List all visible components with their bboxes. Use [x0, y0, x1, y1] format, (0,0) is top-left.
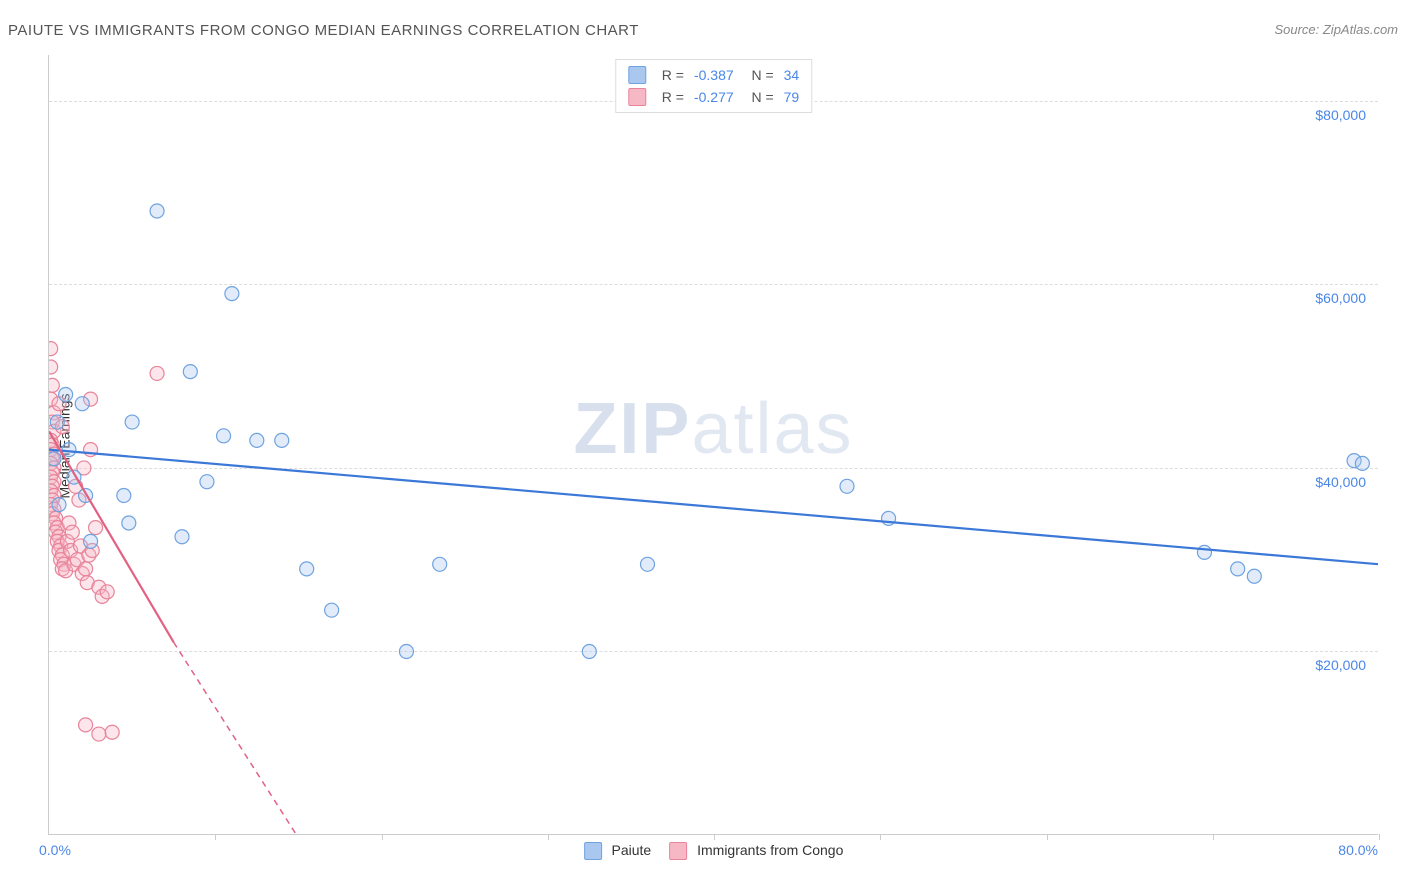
data-point	[49, 452, 61, 466]
data-point	[250, 433, 264, 447]
data-point	[79, 718, 93, 732]
xtick	[1379, 834, 1380, 840]
xtick	[215, 834, 216, 840]
data-point	[1231, 562, 1245, 576]
swatch-paiute-icon	[628, 66, 646, 84]
data-point	[52, 498, 66, 512]
data-point	[89, 521, 103, 535]
source-label: Source: ZipAtlas.com	[1274, 22, 1398, 37]
swatch-congo-icon	[628, 88, 646, 106]
xtick	[382, 834, 383, 840]
xtick	[548, 834, 549, 840]
data-point	[225, 287, 239, 301]
trend-line-paiute	[49, 450, 1378, 565]
stats-legend: R =-0.387 N =34 R =-0.277 N =79	[615, 59, 812, 113]
data-point	[200, 475, 214, 489]
data-point	[1197, 545, 1211, 559]
data-point	[1355, 456, 1369, 470]
data-point	[49, 378, 59, 392]
chart-svg	[49, 55, 1378, 834]
xtick	[880, 834, 881, 840]
data-point	[325, 603, 339, 617]
legend-bottom: Paiute Immigrants from Congo	[584, 842, 844, 860]
plot-area: ZIPatlas R =-0.387 N =34 R =-0.277 N =79…	[48, 55, 1378, 835]
data-point	[79, 562, 93, 576]
data-point	[399, 644, 413, 658]
data-point	[300, 562, 314, 576]
data-point	[217, 429, 231, 443]
data-point	[125, 415, 139, 429]
swatch-paiute-icon	[584, 842, 602, 860]
data-point	[100, 585, 114, 599]
data-point	[105, 725, 119, 739]
xtick	[714, 834, 715, 840]
data-point	[65, 525, 79, 539]
data-point	[1247, 569, 1261, 583]
data-point	[49, 342, 58, 356]
data-point	[175, 530, 189, 544]
data-point	[62, 443, 76, 457]
data-point	[117, 488, 131, 502]
x-min-label: 0.0%	[39, 842, 71, 858]
data-point	[433, 557, 447, 571]
legend-item-congo: Immigrants from Congo	[669, 842, 843, 860]
chart-title: PAIUTE VS IMMIGRANTS FROM CONGO MEDIAN E…	[8, 22, 639, 39]
data-point	[275, 433, 289, 447]
data-point	[75, 397, 89, 411]
data-point	[641, 557, 655, 571]
data-point	[59, 388, 73, 402]
stats-row-congo: R =-0.277 N =79	[628, 86, 799, 108]
data-point	[50, 415, 64, 429]
xtick	[1047, 834, 1048, 840]
data-point	[49, 360, 58, 374]
data-point	[150, 204, 164, 218]
data-point	[840, 479, 854, 493]
legend-item-paiute: Paiute	[584, 842, 652, 860]
trend-line-congo-dash	[174, 642, 332, 834]
stats-row-paiute: R =-0.387 N =34	[628, 64, 799, 86]
data-point	[122, 516, 136, 530]
data-point	[183, 365, 197, 379]
xtick	[1213, 834, 1214, 840]
swatch-congo-icon	[669, 842, 687, 860]
data-point	[582, 644, 596, 658]
data-point	[84, 534, 98, 548]
data-point	[150, 366, 164, 380]
data-point	[92, 727, 106, 741]
x-max-label: 80.0%	[1338, 842, 1378, 858]
